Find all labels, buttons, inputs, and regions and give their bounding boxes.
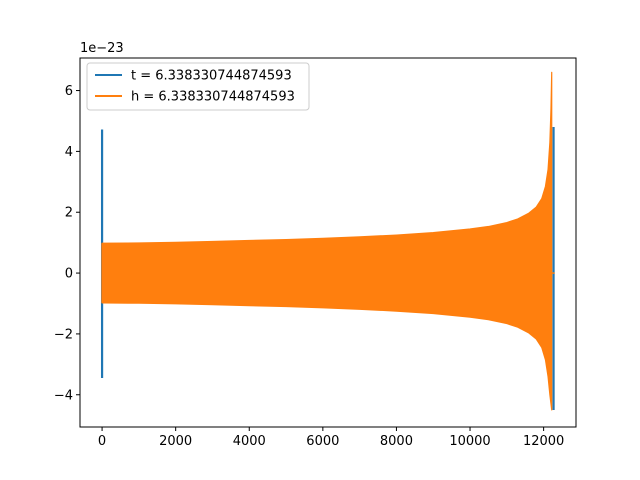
x-tick-label: 4000 [233,434,266,449]
x-tick-label: 0 [98,434,106,449]
legend-box [86,62,310,111]
y-tick-label: 4 [65,145,73,160]
y-tick-label: 2 [65,206,73,221]
x-tick-label: 8000 [380,434,413,449]
y-tick-label: −2 [54,327,73,342]
y-tick-label: −4 [54,388,73,403]
legend: t = 6.338330744874593 h = 6.3383307448745… [86,62,310,111]
series-h-envelope [101,71,553,411]
plot-area [100,71,555,411]
x-tick-label: 10000 [449,434,490,449]
axes-frame [79,57,577,428]
y-tick-label: 6 [65,84,73,99]
x-tick-label: 2000 [159,434,192,449]
y-tick-label: 0 [65,267,73,282]
legend-entry-label: t = 6.338330744874593 [131,69,292,84]
x-tick-label: 12000 [523,434,564,449]
y-offset-text: 1e−23 [80,41,124,56]
x-tick-label: 6000 [306,434,339,449]
legend-entry-label: h = 6.338330744874593 [131,90,295,105]
